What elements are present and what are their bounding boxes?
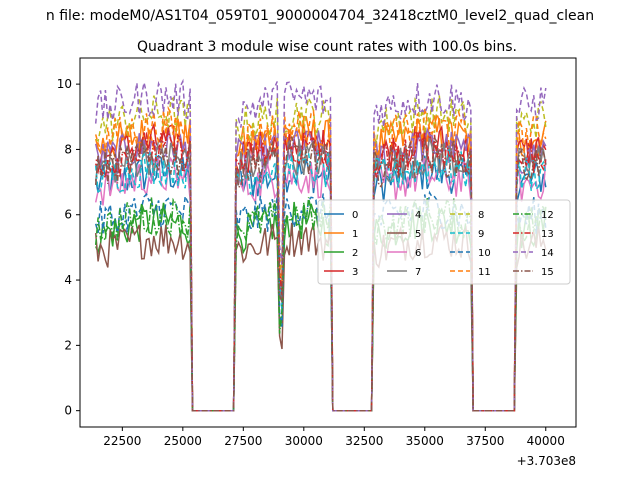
legend-label-2: 2 xyxy=(352,248,358,259)
legend-box xyxy=(317,199,571,285)
legend-label-5: 5 xyxy=(415,229,421,240)
x-tick-label: 30000 xyxy=(285,434,323,448)
legend-label-7: 7 xyxy=(415,267,421,278)
series-line-15 xyxy=(94,135,547,412)
legend-label-9: 9 xyxy=(478,229,484,240)
x-tick-label: 25000 xyxy=(164,434,202,448)
figure-suptitle: n file: modeM0/AS1T04_059T01_9000004704_… xyxy=(46,8,594,24)
legend-label-12: 12 xyxy=(541,210,554,221)
y-tick-label: 6 xyxy=(64,208,72,222)
series-line-14 xyxy=(94,78,547,412)
x-tick-label: 37500 xyxy=(466,434,504,448)
x-offset-label: +3.703e8 xyxy=(517,454,576,468)
y-axis: 0 2 4 6 8 10 xyxy=(57,77,80,418)
legend-label-1: 1 xyxy=(352,229,358,240)
legend-label-3: 3 xyxy=(352,267,358,278)
x-tick-label: 27500 xyxy=(224,434,262,448)
y-tick-label: 8 xyxy=(64,142,72,156)
legend-label-0: 0 xyxy=(352,210,358,221)
legend-label-8: 8 xyxy=(478,210,484,221)
legend-label-13: 13 xyxy=(541,229,554,240)
legend-label-6: 6 xyxy=(415,248,421,259)
chart-title: Quadrant 3 module wise count rates with … xyxy=(137,39,517,55)
series-line-11 xyxy=(94,105,547,412)
series-line-13 xyxy=(95,128,547,412)
y-tick-label: 0 xyxy=(64,404,72,418)
x-tick-label: 40000 xyxy=(527,434,565,448)
legend-label-14: 14 xyxy=(541,248,554,259)
y-tick-label: 10 xyxy=(57,77,72,91)
y-tick-label: 4 xyxy=(64,273,72,287)
legend-label-15: 15 xyxy=(541,267,554,278)
plot-area-frame xyxy=(79,57,577,428)
x-tick-label: 32500 xyxy=(345,434,383,448)
legend-label-4: 4 xyxy=(415,210,421,221)
x-tick-label: 22500 xyxy=(103,434,141,448)
x-axis: 22500 25000 27500 30000 32500 35000 37500 40000 xyxy=(103,427,565,448)
y-tick-label: 2 xyxy=(64,338,72,352)
x-tick-label: 35000 xyxy=(406,434,444,448)
legend-label-11: 11 xyxy=(478,267,491,278)
legend-label-10: 10 xyxy=(478,248,491,259)
